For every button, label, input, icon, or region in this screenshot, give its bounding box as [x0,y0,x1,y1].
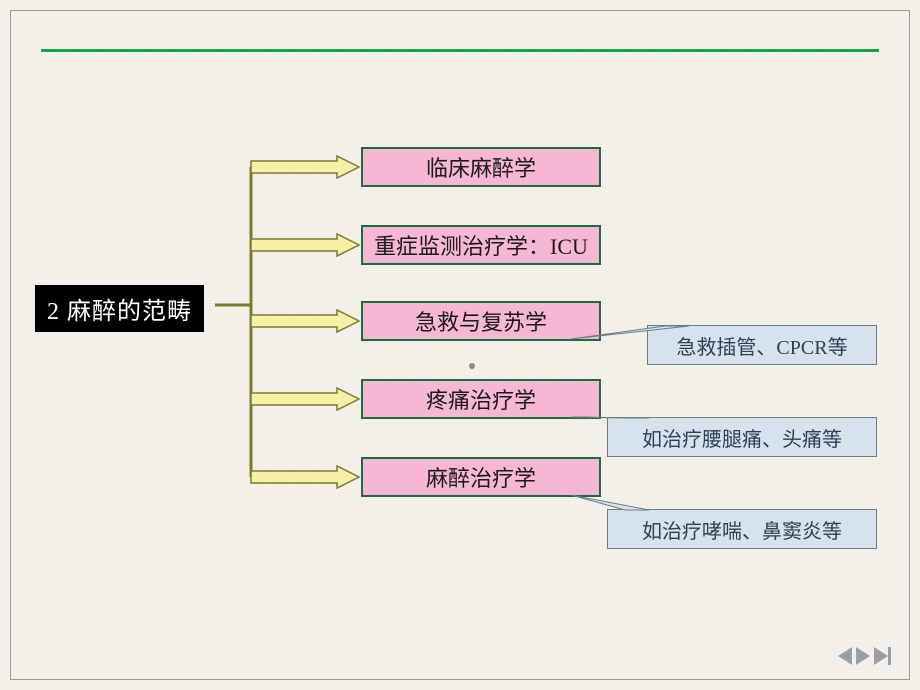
last-slide-icon[interactable] [874,647,891,665]
slide: 2 麻醉的范畴 临床麻醉学 重症监测治疗学：ICU 急救与复苏学 疼痛治疗学 麻… [10,10,910,680]
slide-nav [838,647,891,665]
callout-tails [11,11,911,681]
next-slide-icon[interactable] [856,647,870,665]
prev-slide-icon[interactable] [838,647,852,665]
page-indicator-dot [469,363,475,369]
